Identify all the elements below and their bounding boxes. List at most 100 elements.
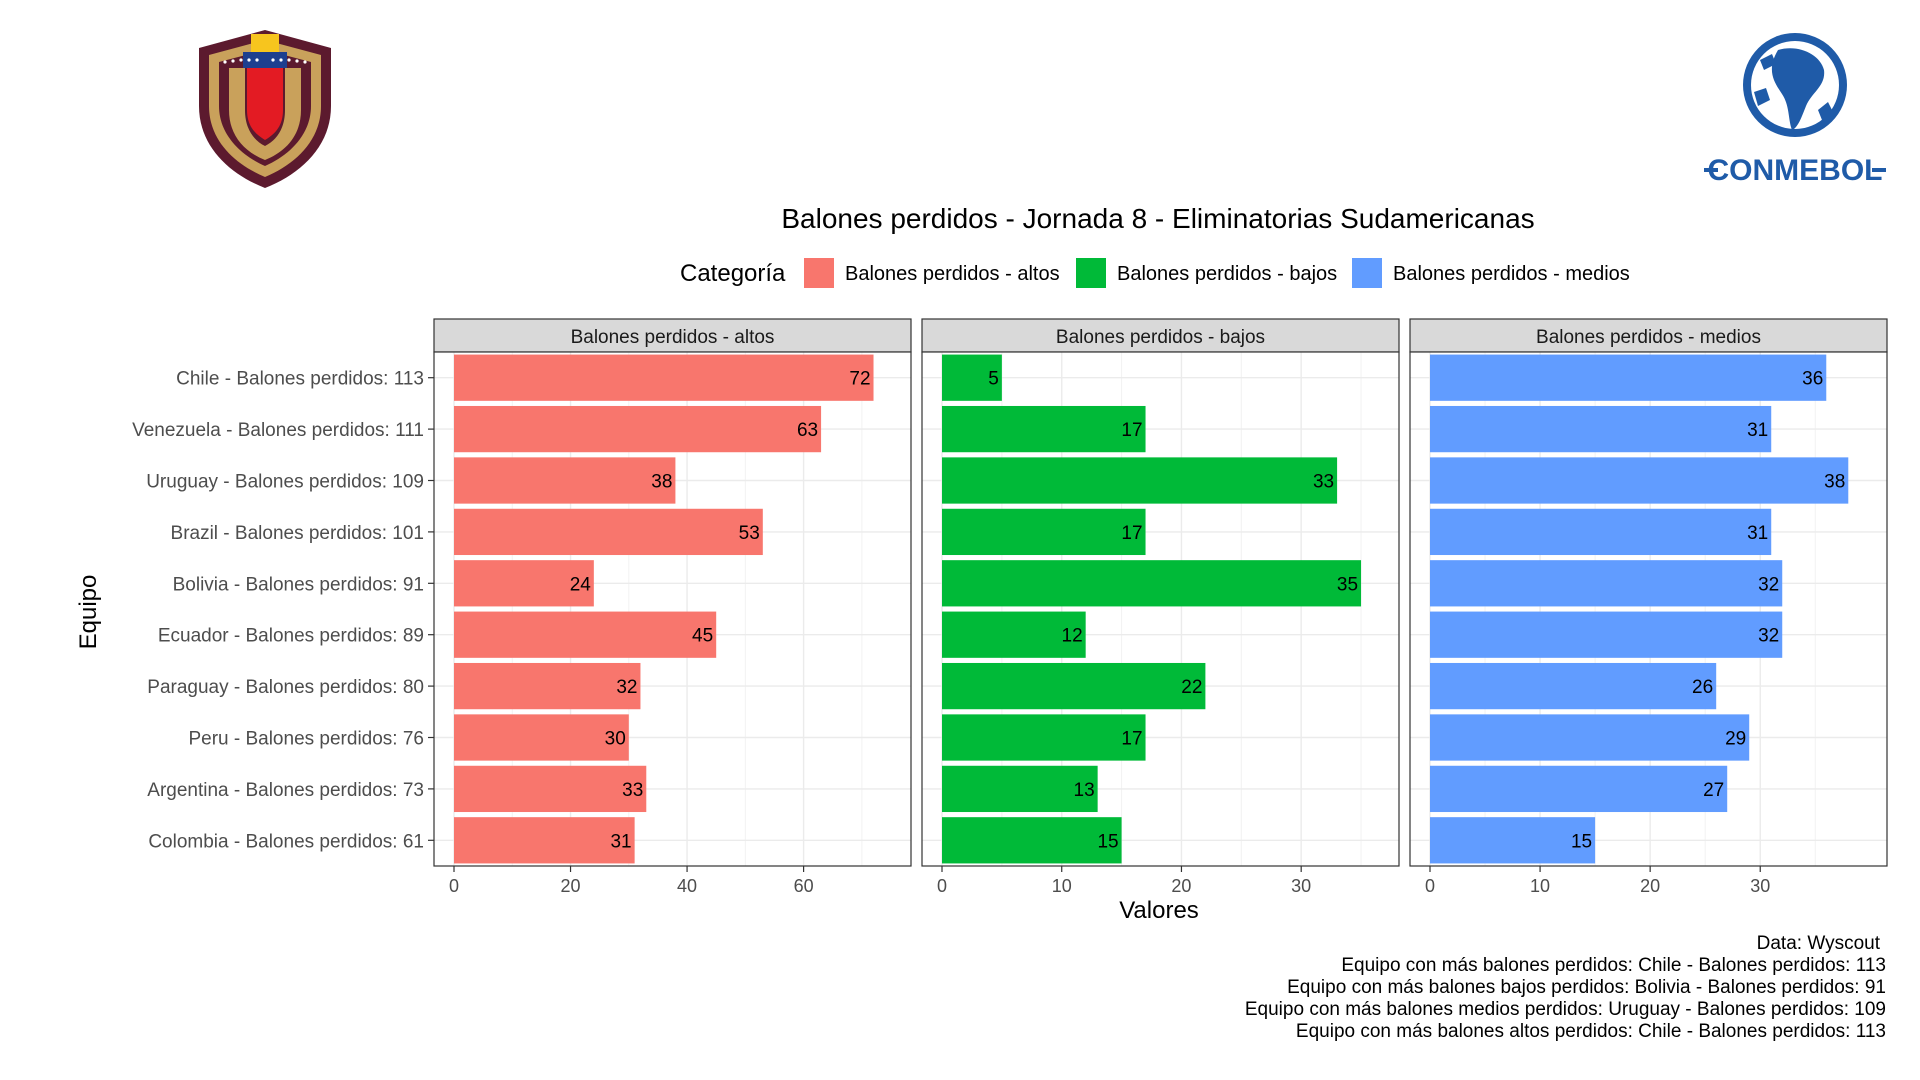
bar-value-label: 36	[1802, 369, 1823, 390]
y-tick-label: Peru - Balones perdidos: 76	[188, 729, 424, 750]
bar	[454, 405, 822, 453]
bar-value-label: 27	[1703, 780, 1724, 801]
y-tick-label: Ecuador - Balones perdidos: 89	[158, 626, 424, 647]
bar-value-label: 30	[605, 729, 626, 750]
x-axis-title: Valores	[1119, 897, 1199, 924]
bar	[1430, 354, 1827, 401]
bar-value-label: 32	[1758, 574, 1779, 595]
panel-border	[921, 351, 1400, 867]
bar	[942, 560, 1362, 607]
bar	[942, 354, 1002, 401]
legend-label-altos: Balones perdidos - altos	[845, 263, 1060, 285]
bar-value-label: 15	[1097, 831, 1118, 852]
bar-value-label: 35	[1337, 574, 1358, 595]
bar-value-label: 26	[1692, 677, 1713, 698]
bar	[454, 817, 635, 864]
bar-value-label: 31	[1747, 420, 1768, 441]
x-tick-label: 0	[937, 876, 947, 896]
x-tick-label: 0	[449, 876, 459, 896]
y-tick-label: Brazil - Balones perdidos: 101	[171, 523, 424, 544]
bar	[454, 560, 594, 607]
caption-line-4: Equipo con más balones altos perdidos: C…	[1296, 1021, 1886, 1042]
legend-label-medios: Balones perdidos - medios	[1393, 263, 1630, 285]
y-tick-label: Venezuela - Balones perdidos: 111	[132, 420, 424, 441]
chart-title: Balones perdidos - Jornada 8 - Eliminato…	[781, 203, 1534, 234]
y-tick-label: Paraguay - Balones perdidos: 80	[147, 677, 424, 698]
bar	[1430, 508, 1772, 556]
panel-border	[433, 351, 912, 867]
bar	[1430, 765, 1728, 813]
bar	[1430, 560, 1783, 607]
caption-line-3: Equipo con más balones medios perdidos: …	[1245, 999, 1886, 1020]
legend-swatch-bajos	[1076, 258, 1106, 288]
bar	[454, 765, 647, 813]
bar-value-label: 53	[739, 523, 760, 544]
bar-value-label: 31	[1747, 523, 1768, 544]
bar-value-label: 72	[849, 369, 870, 390]
bar	[454, 714, 629, 761]
conmebol-wordmark: CONMEBOL	[1708, 154, 1883, 187]
y-axis-title: Equipo	[75, 575, 102, 650]
y-tick-label: Bolivia - Balones perdidos: 91	[173, 574, 424, 595]
panel-1: Balones perdidos - altos 72 63 38 53 24 45 32 30…	[433, 318, 912, 896]
bar-value-label: 5	[988, 369, 999, 390]
bar	[1430, 817, 1596, 864]
bar-value-label: 38	[1824, 472, 1845, 493]
x-tick-label: 20	[1640, 876, 1660, 896]
bar	[454, 354, 874, 401]
bar-value-label: 17	[1121, 523, 1142, 544]
bar	[454, 457, 676, 504]
legend-swatch-medios	[1352, 258, 1382, 288]
bar	[942, 662, 1206, 710]
bar	[1430, 714, 1750, 761]
x-tick-label: 10	[1052, 876, 1072, 896]
bar-value-label: 45	[692, 626, 713, 647]
bar	[1430, 662, 1717, 710]
x-tick-label: 60	[794, 876, 814, 896]
x-tick-label: 0	[1425, 876, 1435, 896]
bar	[942, 457, 1338, 504]
bar	[1430, 611, 1783, 658]
x-tick-label: 30	[1750, 876, 1770, 896]
bar-value-label: 24	[570, 574, 592, 595]
bar-value-label: 15	[1571, 831, 1592, 852]
bar	[942, 817, 1122, 864]
y-tick-label: Colombia - Balones perdidos: 61	[148, 831, 424, 852]
bar	[942, 714, 1146, 761]
facet-strip	[433, 318, 912, 353]
bar-value-label: 31	[610, 831, 631, 852]
bar-value-label: 63	[797, 420, 818, 441]
bar-value-label: 32	[1758, 626, 1779, 647]
facet-strip	[921, 318, 1400, 353]
facet-panels: Balones perdidos - altos 72 63 38 53 24 45 32 30…	[433, 318, 1888, 896]
legend-label-bajos: Balones perdidos - bajos	[1117, 263, 1337, 285]
bar-value-label: 22	[1181, 677, 1202, 698]
bar	[942, 405, 1146, 453]
bar-value-label: 17	[1121, 729, 1142, 750]
panel-border	[1409, 351, 1888, 867]
y-tick-label: Chile - Balones perdidos: 113	[176, 369, 424, 390]
x-tick-label: 30	[1291, 876, 1311, 896]
bar	[454, 662, 641, 710]
bar	[1430, 405, 1772, 453]
y-tick-label: Argentina - Balones perdidos: 73	[147, 780, 424, 801]
bar-value-label: 33	[1313, 472, 1334, 493]
bar	[942, 765, 1098, 813]
venezuela-federation-crest-icon	[199, 30, 331, 188]
facet-strip	[1409, 318, 1888, 353]
caption-line-2: Equipo con más balones bajos perdidos: B…	[1287, 977, 1886, 998]
x-tick-label: 40	[677, 876, 697, 896]
y-axis-labels: Chile - Balones perdidos: 113 Venezuela -…	[132, 369, 434, 852]
bar-value-label: 38	[651, 472, 672, 493]
bar-value-label: 33	[622, 780, 643, 801]
facet-strip-label: Balones perdidos - bajos	[1056, 327, 1265, 348]
legend-swatch-altos	[804, 258, 834, 288]
legend-title: Categoría	[680, 260, 786, 287]
x-tick-label: 20	[1171, 876, 1191, 896]
bar	[1430, 457, 1849, 504]
bar	[454, 508, 763, 556]
bar-value-label: 29	[1725, 729, 1746, 750]
bar-value-label: 17	[1121, 420, 1142, 441]
bar	[942, 611, 1086, 658]
